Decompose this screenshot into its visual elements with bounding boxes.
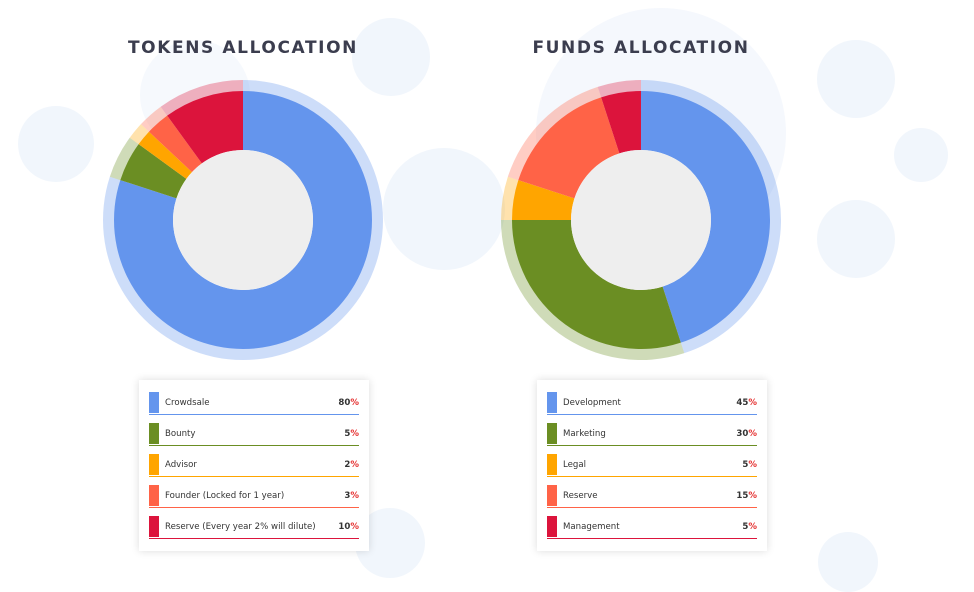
slice-bounty[interactable] xyxy=(120,144,187,199)
legend-swatch xyxy=(149,516,159,537)
slice-halo-management xyxy=(597,80,641,99)
legend-label: Marketing xyxy=(563,428,606,439)
legend-item-management[interactable]: Management 5% xyxy=(547,515,757,539)
legend-value-number: 5 xyxy=(344,428,351,439)
legend-value-number: 3 xyxy=(344,490,351,501)
slice-advisor[interactable] xyxy=(138,131,192,179)
legend-swatch xyxy=(547,392,557,413)
tokens-donut-chart xyxy=(103,80,383,360)
legend-value-number: 5 xyxy=(742,459,749,470)
slice-halo-legal xyxy=(501,176,520,220)
legend-value: 2% xyxy=(344,460,359,470)
legend-swatch xyxy=(149,485,159,506)
legend-item-marketing[interactable]: Marketing 30% xyxy=(547,422,757,446)
legend-label: Crowdsale xyxy=(165,397,210,408)
chart-title: TOKENS ALLOCATION xyxy=(127,38,358,58)
legend-item-development[interactable]: Development 45% xyxy=(547,391,757,415)
legend-value-percent: % xyxy=(748,521,757,532)
legend-value: 5% xyxy=(344,429,359,439)
legend-value: 3% xyxy=(344,491,359,501)
legend-value: 45% xyxy=(736,398,757,408)
legend-label: Reserve xyxy=(563,490,598,501)
donut-hole xyxy=(571,150,711,290)
slice-reserve-every-year-2-will-dilute[interactable] xyxy=(167,91,243,164)
legend-value-percent: % xyxy=(748,397,757,408)
legend-label: Management xyxy=(563,521,620,532)
legend-value: 80% xyxy=(338,398,359,408)
slice-halo-reserve xyxy=(507,86,602,181)
legend-swatch xyxy=(547,423,557,444)
legend-value-number: 2 xyxy=(344,459,351,470)
slice-legal[interactable] xyxy=(512,180,575,220)
legend-item-reserve[interactable]: Reserve 15% xyxy=(547,484,757,508)
legend-value-percent: % xyxy=(350,428,359,439)
slice-reserve[interactable] xyxy=(518,97,620,199)
legend-value-number: 80 xyxy=(338,397,351,408)
legend-swatch xyxy=(149,392,159,413)
legend-swatch xyxy=(149,423,159,444)
legend-swatch xyxy=(547,516,557,537)
legend-value-number: 10 xyxy=(338,521,351,532)
legend-item-founder-locked-for-1-year[interactable]: Founder (Locked for 1 year) 3% xyxy=(149,484,359,508)
legend-label: Reserve (Every year 2% will dilute) xyxy=(165,521,316,532)
background-circle xyxy=(817,200,895,278)
legend-swatch xyxy=(547,485,557,506)
legend-item-bounty[interactable]: Bounty 5% xyxy=(149,422,359,446)
legend-swatch xyxy=(547,454,557,475)
donut-hole xyxy=(173,150,313,290)
slice-halo-founder-locked-for-1-year xyxy=(140,106,168,133)
slice-halo-bounty xyxy=(109,137,140,181)
legend-label: Legal xyxy=(563,459,587,470)
legend-value-number: 45 xyxy=(736,397,749,408)
funds-legend: Development 45% Marketing 30% Legal 5% Reserve… xyxy=(537,380,767,551)
slice-marketing[interactable] xyxy=(512,220,681,349)
slice-founder-locked-for-1-year[interactable] xyxy=(148,115,202,173)
chart-title: FUNDS ALLOCATION xyxy=(532,38,750,58)
legend-label: Advisor xyxy=(165,459,197,470)
legend-value-percent: % xyxy=(748,428,757,439)
legend-value-number: 30 xyxy=(736,428,749,439)
legend-value-percent: % xyxy=(350,397,359,408)
legend-value-percent: % xyxy=(748,490,757,501)
legend-item-legal[interactable]: Legal 5% xyxy=(547,453,757,477)
legend-value-percent: % xyxy=(748,459,757,470)
background-circle xyxy=(817,40,895,118)
legend-swatch xyxy=(149,454,159,475)
legend-item-crowdsale[interactable]: Crowdsale 80% xyxy=(149,391,359,415)
legend-value-number: 15 xyxy=(736,490,749,501)
legend-value: 10% xyxy=(338,522,359,532)
legend-value: 30% xyxy=(736,429,757,439)
slice-management[interactable] xyxy=(601,91,641,154)
background-circle xyxy=(18,106,94,182)
legend-label: Founder (Locked for 1 year) xyxy=(165,490,285,501)
background-circle xyxy=(383,148,505,270)
legend-value: 15% xyxy=(736,491,757,501)
legend-value: 5% xyxy=(742,460,757,470)
tokens-legend: Crowdsale 80% Bounty 5% Advisor 2% Founder (Lo… xyxy=(139,380,369,551)
background-circle xyxy=(352,18,430,96)
funds-donut-chart xyxy=(501,80,781,360)
slice-development[interactable] xyxy=(641,91,770,343)
legend-value: 5% xyxy=(742,522,757,532)
legend-label: Bounty xyxy=(165,428,196,439)
legend-value-number: 5 xyxy=(742,521,749,532)
legend-value-percent: % xyxy=(350,490,359,501)
background-circle xyxy=(818,532,878,592)
legend-item-reserve-every-year-2-will-dilute[interactable]: Reserve (Every year 2% will dilute) 10% xyxy=(149,515,359,539)
slice-crowdsale[interactable] xyxy=(114,91,373,349)
slice-halo-advisor xyxy=(129,124,150,145)
legend-value-percent: % xyxy=(350,521,359,532)
legend-value-percent: % xyxy=(350,459,359,470)
background-circle xyxy=(894,128,948,182)
legend-item-advisor[interactable]: Advisor 2% xyxy=(149,453,359,477)
legend-label: Development xyxy=(563,397,621,408)
